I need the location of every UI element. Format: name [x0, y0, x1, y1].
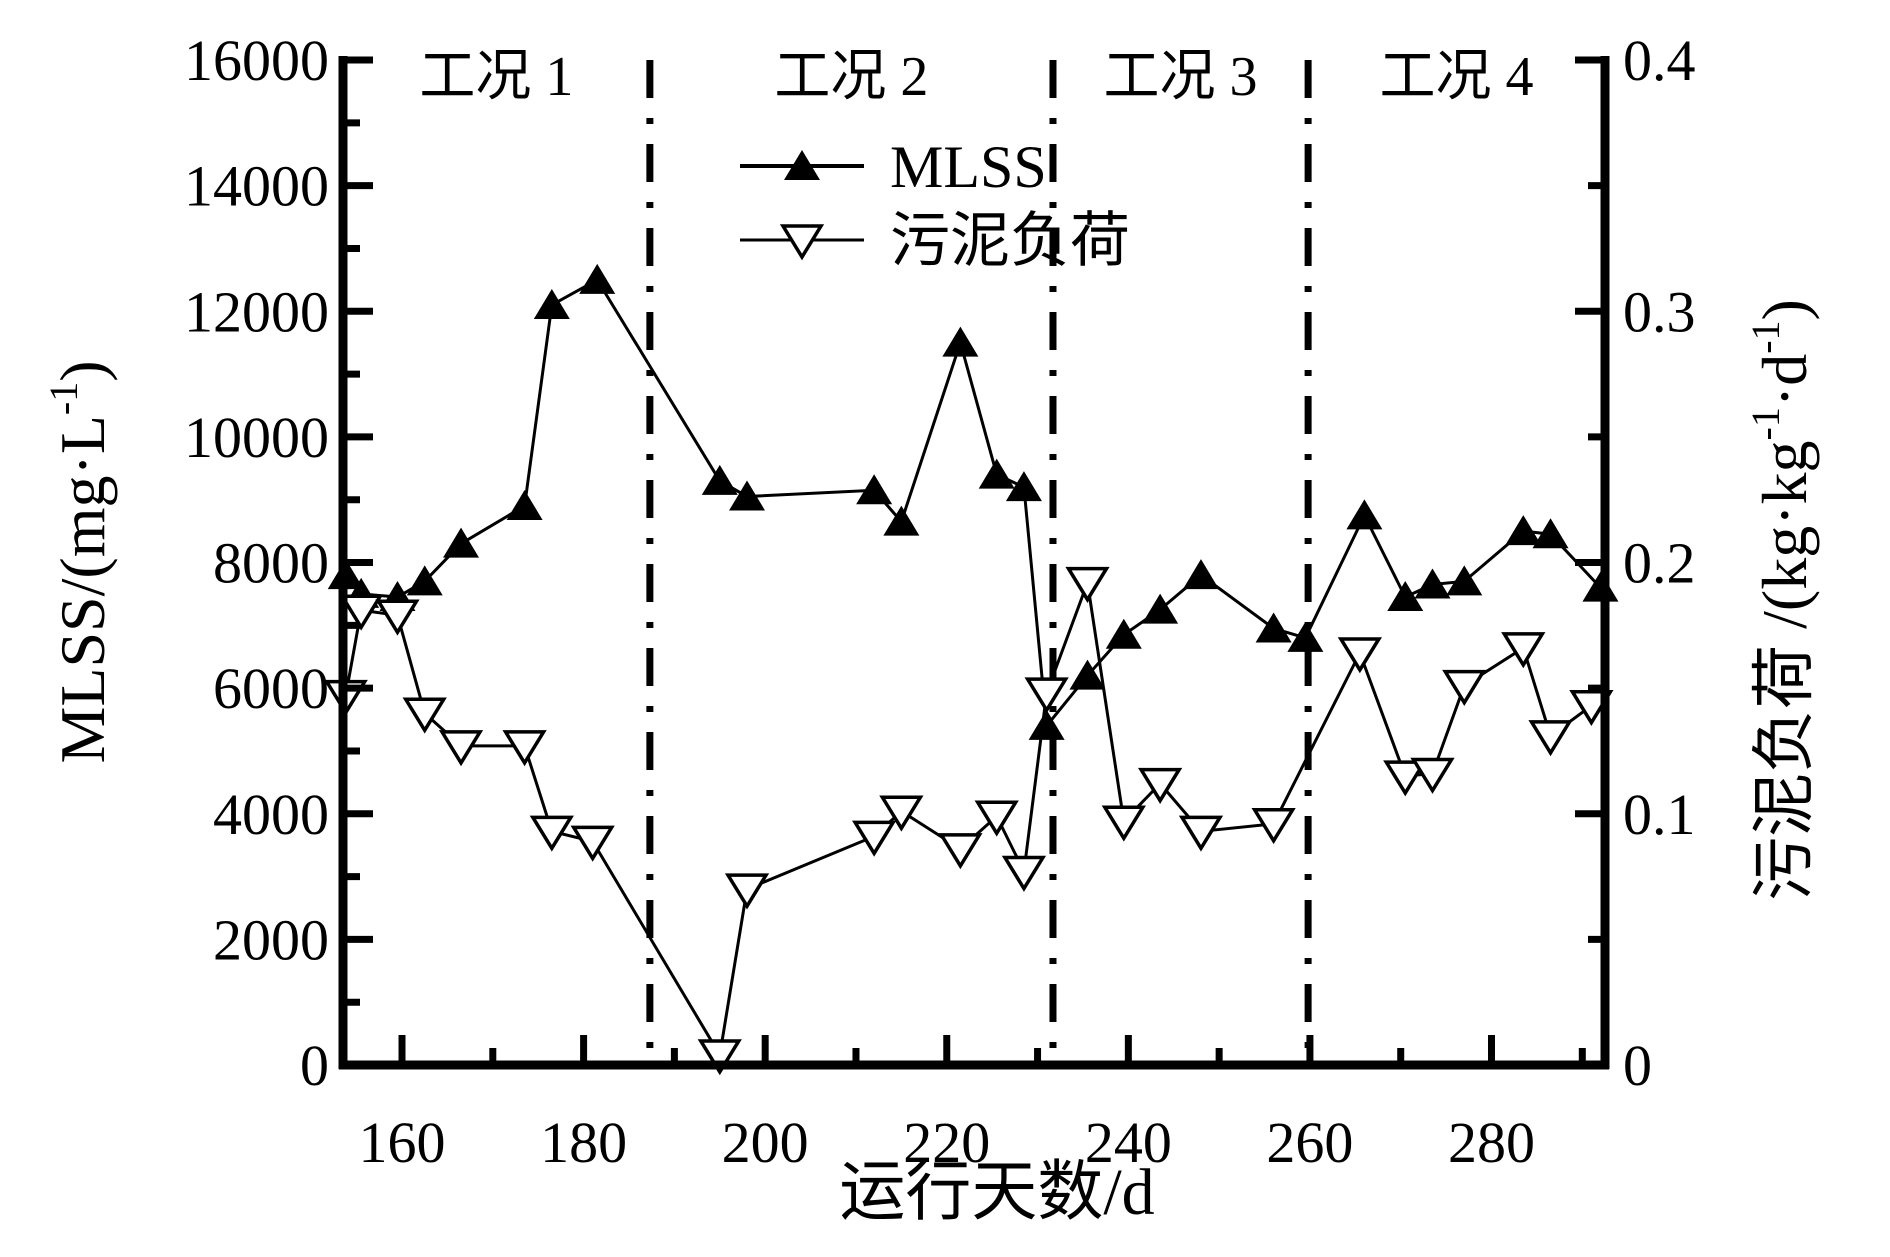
mlss-marker [1255, 612, 1292, 643]
y-left-tick-label: 2000 [213, 907, 329, 972]
axis-ticks [343, 56, 1605, 1069]
sludge-load-marker [529, 815, 574, 852]
sludge-load-marker [1101, 805, 1146, 842]
sludge-load-marker [1383, 760, 1428, 797]
y-right-tick-label: 0.1 [1623, 782, 1696, 847]
mlss-marker [1505, 515, 1542, 546]
mlss-marker [1287, 621, 1324, 652]
mlss-marker [1414, 568, 1451, 599]
legend-label-1: MLSS [890, 134, 1047, 200]
x-tick-label: 260 [1266, 1110, 1353, 1175]
mlss-marker [784, 150, 820, 180]
sludge-load-marker [1501, 632, 1546, 669]
mlss-marker [506, 489, 543, 520]
sludge-load-marker [1001, 855, 1047, 892]
mlss-marker [856, 474, 893, 505]
sludge-load-marker [1410, 757, 1455, 794]
mlss-marker [406, 565, 443, 596]
series-line [344, 582, 1593, 1060]
mlss-marker [1028, 709, 1065, 740]
sludge-load-marker [1528, 720, 1573, 757]
sludge-load-marker [402, 697, 447, 734]
mlss-marker [978, 458, 1015, 489]
y-left-tick-label: 10000 [184, 405, 329, 470]
sludge-load-marker [1251, 808, 1296, 845]
series-sludge-load [323, 566, 1614, 1076]
y-left-tick-label: 14000 [184, 154, 329, 219]
sludge-load-marker [974, 800, 1019, 837]
sludge-load-marker [570, 825, 615, 862]
legend [740, 150, 864, 261]
y-left-tick-label: 6000 [213, 656, 329, 721]
y-right-axis-title: 污泥负荷 /(kg·kg-1·d-1) [1743, 299, 1820, 901]
y-left-tick-label: 4000 [213, 782, 329, 847]
y-right-tick-label: 0 [1623, 1033, 1652, 1098]
sludge-load-marker [1137, 767, 1183, 804]
x-tick-label: 180 [540, 1110, 627, 1175]
y-left-tick-label: 0 [300, 1033, 329, 1098]
x-tick-label: 280 [1448, 1110, 1535, 1175]
mlss-marker [1387, 581, 1424, 612]
sludge-load-marker [1337, 637, 1382, 674]
y-left-tick-label: 12000 [184, 279, 329, 344]
y-left-tick-label: 16000 [184, 28, 329, 93]
y-right-tick-label: 0.2 [1623, 531, 1696, 596]
sludge-load-marker [438, 730, 484, 767]
sludge-load-marker [375, 599, 420, 636]
mlss-marker [1446, 565, 1483, 596]
mlss-marker [701, 464, 738, 495]
sludge-load-marker [938, 833, 983, 870]
region-label-3: 工况 3 [1104, 46, 1258, 108]
mlss-marker [1105, 618, 1142, 649]
mlss-marker [1005, 471, 1042, 502]
region-label-2: 工况 2 [774, 46, 928, 108]
region-label-1: 工况 1 [419, 46, 573, 108]
x-tick-label: 160 [359, 1110, 446, 1175]
sludge-load-marker [852, 820, 897, 857]
y-left-axis-title: MLSS/(mg·L-1) [41, 360, 118, 763]
mlss-marker [579, 263, 616, 294]
mlss-marker [883, 505, 920, 536]
x-axis-title: 运行天数/d [839, 1156, 1154, 1229]
mlss-marker [1346, 499, 1383, 530]
legend-label-2: 污泥负荷 [890, 208, 1130, 274]
region-label-4: 工况 4 [1380, 46, 1534, 108]
series-mlss [327, 263, 1619, 740]
sludge-load-marker [502, 730, 547, 767]
sludge-load-marker [724, 873, 770, 910]
mlss-marker [729, 480, 766, 511]
mlss-marker [1142, 593, 1179, 624]
mlss-marker [443, 527, 480, 558]
sludge-load-marker [879, 795, 924, 832]
y-right-tick-label: 0.3 [1623, 279, 1696, 344]
mlss-marker [1532, 518, 1569, 549]
sludge-load-marker [779, 224, 825, 261]
sludge-load-marker [1065, 566, 1110, 603]
x-tick-label: 240 [1085, 1110, 1172, 1175]
y-left-tick-label: 8000 [213, 531, 329, 596]
sludge-load-marker [697, 1039, 742, 1076]
mlss-marker [533, 288, 570, 319]
x-tick-label: 220 [903, 1110, 990, 1175]
sludge-load-marker [1178, 815, 1224, 852]
x-tick-label: 200 [722, 1110, 809, 1175]
sludge-load-marker [339, 594, 384, 631]
sludge-load-marker [1442, 669, 1487, 706]
sludge-load-marker [1024, 677, 1069, 714]
mlss-marker [942, 326, 979, 357]
y-right-tick-label: 0.4 [1623, 28, 1696, 93]
mlss-marker [1182, 559, 1219, 590]
mlss-marker [1069, 659, 1106, 690]
